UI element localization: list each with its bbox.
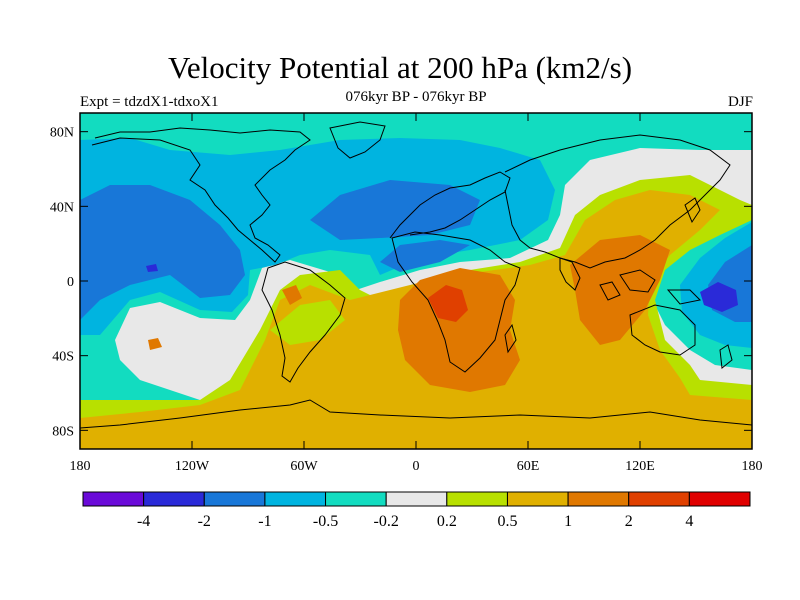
coastline-africa [391, 231, 521, 373]
coastline-south-america [261, 261, 346, 383]
field-positive-core-africa [428, 285, 468, 322]
coastline-north-america [91, 127, 311, 263]
colorbar-label: 0.2 [437, 513, 457, 530]
coastline-new-zealand [719, 344, 733, 369]
colorbar-label: -0.5 [313, 513, 338, 530]
colorbar-box [567, 491, 630, 507]
lon-tick-label: 180 [742, 459, 763, 474]
field-positive-antarctic [80, 430, 752, 449]
colorbar-label: 4 [685, 513, 693, 530]
latitude-axis: 80N 40N 0 40S 80S [50, 126, 752, 439]
colorbar-label: -4 [137, 513, 150, 530]
coastline-europe [389, 171, 511, 239]
colorbar-label: -2 [198, 513, 211, 530]
lat-tick-label: 40S [52, 350, 74, 365]
colorbar-label: 2 [625, 513, 633, 530]
colorbar-box [385, 491, 448, 507]
field-negative-strong-atlantic [310, 180, 480, 240]
season-label: DJF [727, 94, 753, 110]
colorbar-label: 1 [564, 513, 572, 530]
coastline-india [559, 257, 581, 291]
colorbar-label: -0.2 [374, 513, 399, 530]
lon-tick-label: 120E [625, 459, 655, 474]
lon-tick-label: 0 [413, 459, 420, 474]
lon-tick-label: 60W [290, 459, 318, 474]
coastline-madagascar [504, 323, 517, 354]
lat-tick-label: 40N [50, 200, 74, 215]
colorbar-labels: -4 -2 -1 -0.5 -0.2 0.2 0.5 1 2 4 [137, 513, 693, 530]
figure-title: Velocity Potential at 200 hPa (km2/s) [167, 50, 633, 85]
contour-fields [80, 113, 752, 449]
experiment-label: Expt = tdzdX1-tdxoX1 [80, 94, 219, 110]
colorbar-box [446, 491, 508, 507]
coastline-borneo [619, 269, 656, 293]
colorbar-box [506, 491, 569, 507]
coastline-antarctica [80, 399, 752, 429]
colorbar-box [325, 491, 387, 507]
colorbar-boxes [82, 491, 751, 507]
field-negative-core-pacific [146, 264, 158, 272]
colorbar-box [264, 491, 327, 507]
colorbar-label: -1 [258, 513, 271, 530]
lon-tick-label: 180 [70, 459, 91, 474]
coastline-sumatra [599, 281, 621, 301]
coastline-greenland [329, 121, 386, 159]
lat-tick-label: 80N [50, 126, 74, 141]
coastlines [80, 121, 752, 429]
longitude-axis: 180 120W 60W 0 60E 120E 180 [70, 113, 763, 474]
coastline-new-guinea [666, 289, 702, 305]
field-positive-strong-southpacific [148, 338, 162, 350]
colorbar-box [628, 491, 690, 507]
field-negative-strong-americas [80, 185, 245, 320]
field-positive-strong-indian [570, 235, 670, 345]
lon-tick-label: 60E [517, 459, 540, 474]
field-negative-strong-sahara [380, 240, 470, 272]
coastline-japan [684, 197, 701, 224]
colorbar-box [143, 491, 205, 507]
period-label: 076kyr BP - 076kyr BP [345, 89, 487, 105]
lat-tick-label: 0 [67, 275, 74, 290]
coastline-australia [629, 304, 696, 356]
coastline-asia [504, 134, 731, 269]
colorbar-box [688, 491, 751, 507]
colorbar-label: 0.5 [497, 513, 517, 530]
lat-tick-label: 80S [52, 424, 74, 439]
field-positive-strong-brazil [282, 285, 302, 305]
colorbar-box [82, 491, 145, 507]
field-negative-core-westpacific [700, 282, 738, 312]
lon-tick-label: 120W [175, 459, 210, 474]
colorbar-box [203, 491, 266, 507]
